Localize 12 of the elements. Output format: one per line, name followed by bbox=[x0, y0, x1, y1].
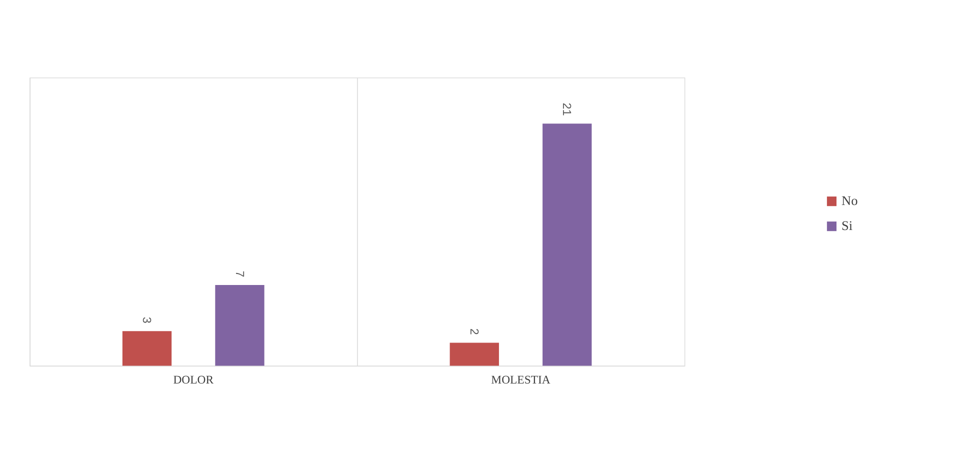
x-tick-label: DOLOR bbox=[173, 373, 214, 386]
bar bbox=[215, 285, 264, 366]
data-label: 21 bbox=[560, 102, 574, 116]
data-label: 2 bbox=[467, 328, 480, 335]
legend-label: No bbox=[841, 193, 858, 208]
data-label: 7 bbox=[232, 270, 246, 278]
bar bbox=[542, 124, 592, 366]
data-label: 3 bbox=[140, 316, 154, 324]
legend-label: Si bbox=[841, 218, 853, 234]
bar bbox=[122, 331, 172, 366]
bar bbox=[450, 342, 499, 366]
x-tick-label: MOLESTIA bbox=[491, 373, 551, 386]
